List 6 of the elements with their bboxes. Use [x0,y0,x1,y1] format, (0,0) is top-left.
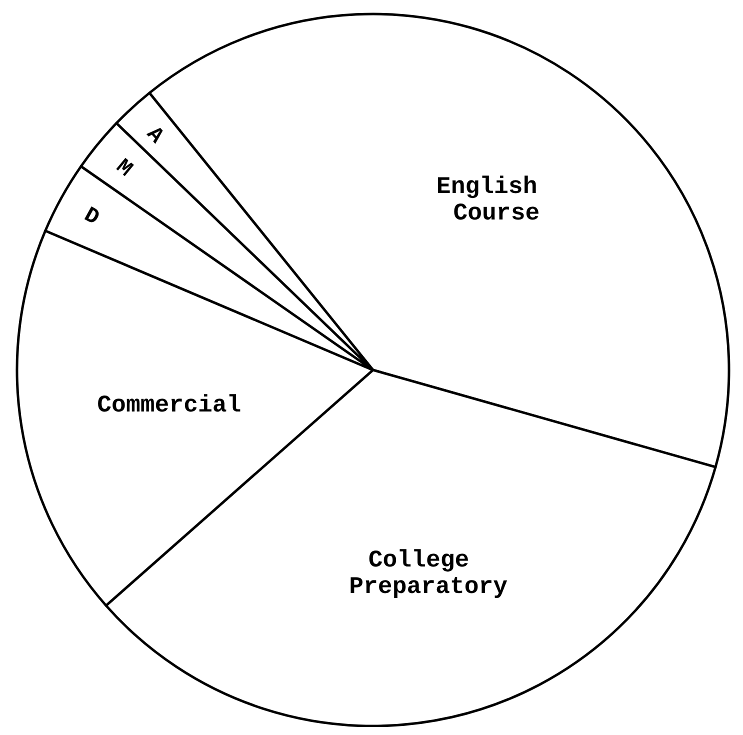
slice-label: Commercial [97,392,242,420]
slice-label: D [80,202,104,231]
slice-label: M [110,154,138,182]
slice-label: English Course [436,174,540,228]
slice-label: College Preparatory [349,548,508,601]
slice-label: A [141,122,170,150]
